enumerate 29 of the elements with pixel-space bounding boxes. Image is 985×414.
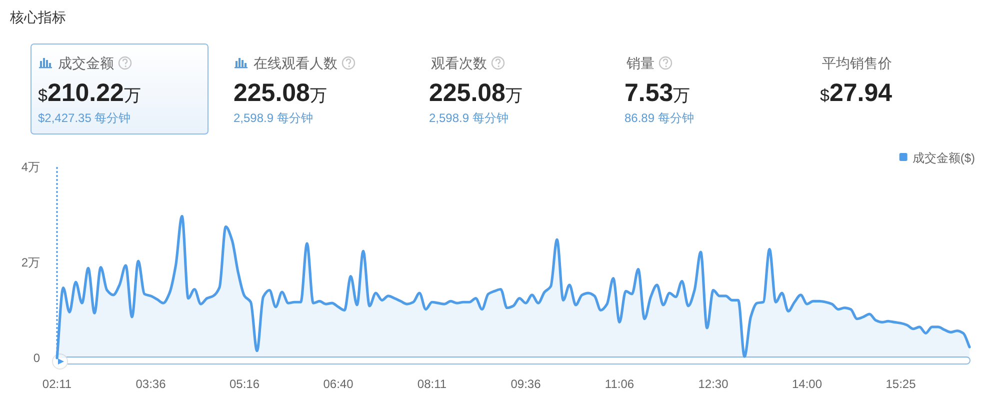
- card-heading: 销量: [626, 55, 654, 71]
- legend-label: 成交金额($): [912, 151, 975, 165]
- x-tick-label: 09:36: [510, 377, 541, 391]
- card-value: 7.53万: [624, 79, 690, 107]
- x-tick-label: 05:16: [229, 377, 260, 391]
- card-heading: 观看次数: [431, 55, 487, 71]
- y-tick-label: 4万: [21, 160, 40, 174]
- x-tick-label: 08:11: [417, 377, 447, 391]
- card-note: 2,598.9 每分钟: [234, 111, 313, 125]
- y-tick-label: 0: [33, 351, 40, 365]
- x-tick-label: 11:06: [604, 377, 634, 391]
- card-value: $27.94: [820, 79, 892, 107]
- card-note: $2,427.35 每分钟: [38, 111, 131, 125]
- card-heading: 成交金额: [58, 55, 114, 71]
- card-note: 2,598.9 每分钟: [429, 111, 508, 125]
- x-tick-label: 02:11: [42, 377, 72, 391]
- title: 核心指标: [10, 9, 66, 25]
- x-tick-label: 12:30: [698, 377, 728, 391]
- x-tick-label: 03:36: [136, 377, 166, 391]
- x-tick-label: 06:40: [323, 377, 354, 391]
- y-tick-label: 2万: [21, 256, 40, 270]
- card-note: 86.89 每分钟: [624, 111, 694, 125]
- card-value: 225.08万: [234, 79, 327, 107]
- card-value: 225.08万: [429, 79, 522, 107]
- x-tick-label: 15:25: [886, 377, 916, 391]
- card-value: $210.22万: [38, 79, 141, 107]
- card-heading: 在线观看人数: [254, 55, 338, 71]
- card-heading: 平均销售价: [822, 55, 892, 71]
- x-tick-label: 14:00: [792, 377, 822, 391]
